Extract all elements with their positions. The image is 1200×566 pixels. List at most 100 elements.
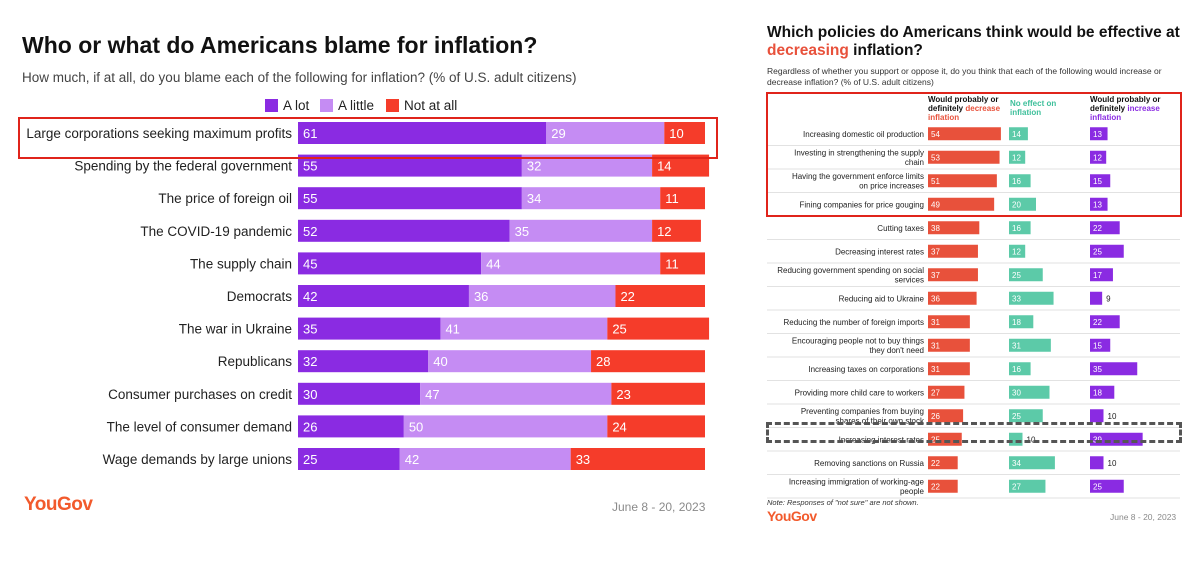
bar-value-label: 31 bbox=[1012, 341, 1021, 350]
bar-increase bbox=[1090, 315, 1120, 329]
bar-segment-a-little bbox=[399, 448, 571, 470]
bar-increase bbox=[1090, 268, 1113, 282]
col-head-line: inflation bbox=[928, 113, 960, 122]
bar-no-effect bbox=[1009, 385, 1050, 399]
bar-value-label: 33 bbox=[576, 452, 590, 467]
bar-increase bbox=[1090, 409, 1104, 423]
bar-value-label: 35 bbox=[1093, 365, 1102, 374]
legend-label: A lot bbox=[283, 98, 310, 113]
legend-swatch bbox=[265, 99, 278, 112]
bar-value-label: 55 bbox=[303, 191, 317, 206]
right-chart-title: Which policies do Americans think would … bbox=[767, 24, 1187, 60]
bar-value-label: 25 bbox=[303, 452, 317, 467]
bar-segment-not-at-all bbox=[611, 382, 705, 405]
category-label: The price of foreign oil bbox=[158, 191, 292, 206]
bar-value-label: 9 bbox=[1106, 294, 1111, 303]
bar-value-label: 35 bbox=[303, 322, 317, 337]
bar-no-effect bbox=[1009, 338, 1051, 352]
bar-value-label: 11 bbox=[665, 191, 679, 206]
bar-segment-a-lot bbox=[298, 448, 400, 470]
bar-value-label: 42 bbox=[303, 289, 317, 304]
policy-label: Preventing companies from buying bbox=[801, 407, 924, 416]
bar-decrease bbox=[928, 479, 958, 493]
bar-segment-a-lot bbox=[298, 252, 482, 275]
bar-value-label: 32 bbox=[527, 159, 541, 174]
bar-value-label: 30 bbox=[303, 387, 317, 402]
bar-decrease bbox=[928, 456, 958, 470]
bar-value-label: 11 bbox=[665, 256, 679, 271]
bar-value-label: 27 bbox=[1012, 482, 1021, 491]
bar-value-label: 31 bbox=[931, 318, 940, 327]
bar-segment-a-lot bbox=[298, 219, 510, 242]
bar-segment-a-lot bbox=[298, 154, 522, 177]
bar-increase bbox=[1090, 479, 1124, 493]
bar-increase bbox=[1090, 244, 1124, 258]
bar-value-label: 47 bbox=[425, 387, 439, 402]
bar-value-label: 22 bbox=[931, 459, 940, 468]
bar-segment-not-at-all bbox=[607, 317, 710, 340]
legend-label: A little bbox=[338, 98, 375, 113]
bar-decrease bbox=[928, 385, 965, 399]
bar-segment-a-little bbox=[546, 122, 665, 144]
policy-label: Reducing aid to Ukraine bbox=[839, 294, 925, 303]
highlight-box-red bbox=[766, 92, 1182, 217]
bar-segment-not-at-all bbox=[660, 252, 705, 275]
highlight-box-red bbox=[18, 117, 718, 159]
bar-value-label: 22 bbox=[931, 482, 940, 491]
bar-value-label: 45 bbox=[303, 256, 317, 271]
bar-segment-a-lot bbox=[298, 317, 441, 340]
bar-segment-a-little bbox=[420, 382, 612, 405]
category-label: The war in Ukraine bbox=[179, 322, 292, 337]
bar-value-label: 37 bbox=[931, 247, 940, 256]
bar-value-label: 33 bbox=[1012, 294, 1021, 303]
bar-decrease bbox=[928, 221, 980, 235]
bar-decrease bbox=[928, 244, 978, 258]
bar-segment-not-at-all bbox=[660, 187, 705, 210]
bar-value-label: 52 bbox=[303, 224, 317, 239]
right-date: June 8 - 20, 2023 bbox=[1110, 512, 1177, 522]
left-chart-title: Who or what do Americans blame for infla… bbox=[22, 32, 538, 58]
category-label: Consumer purchases on credit bbox=[108, 387, 292, 402]
bar-value-label: 28 bbox=[596, 354, 610, 369]
category-label: Republicans bbox=[218, 354, 293, 369]
bar-increase bbox=[1090, 456, 1104, 470]
bar-value-label: 14 bbox=[657, 159, 671, 174]
legend-item-a-lot: A lot bbox=[265, 98, 309, 113]
col-head-line: inflation bbox=[1010, 108, 1042, 117]
category-label: Wage demands by large unions bbox=[103, 452, 293, 467]
bar-value-label: 36 bbox=[931, 294, 940, 303]
bar-value-label: 18 bbox=[1093, 388, 1102, 397]
bar-decrease bbox=[928, 268, 978, 282]
bar-no-effect bbox=[1009, 268, 1043, 282]
bar-value-label: 23 bbox=[616, 387, 630, 402]
bar-segment-a-little bbox=[521, 187, 661, 210]
bar-value-label: 12 bbox=[1012, 247, 1021, 256]
bar-value-label: 17 bbox=[1093, 271, 1102, 280]
bar-value-label: 10 bbox=[1108, 412, 1117, 421]
category-label: The supply chain bbox=[190, 256, 292, 271]
bar-segment-a-lot bbox=[298, 415, 404, 438]
bar-segment-a-lot bbox=[298, 350, 429, 373]
policy-label: Increasing immigration of working-age bbox=[789, 478, 925, 487]
bar-value-label: 55 bbox=[303, 159, 317, 174]
bar-increase bbox=[1090, 291, 1103, 305]
legend-swatch bbox=[320, 99, 333, 112]
left-stacked-bar-chart: Large corporations seeking maximum profi… bbox=[26, 122, 710, 470]
bar-value-label: 40 bbox=[433, 354, 447, 369]
policy-label: Providing more child care to workers bbox=[795, 388, 924, 397]
category-label: Spending by the federal government bbox=[74, 159, 292, 174]
bar-value-label: 36 bbox=[474, 289, 488, 304]
bar-segment-not-at-all bbox=[664, 122, 705, 144]
bar-no-effect bbox=[1009, 456, 1055, 470]
right-title-accent: decreasing bbox=[767, 42, 849, 59]
bar-value-label: 27 bbox=[931, 388, 940, 397]
category-label: Large corporations seeking maximum profi… bbox=[26, 126, 292, 141]
bar-segment-not-at-all bbox=[570, 448, 705, 470]
legend-item-not-at-all: Not at all bbox=[386, 98, 457, 113]
legend-item-a-little: A little bbox=[320, 98, 374, 113]
bar-value-label: 16 bbox=[1012, 365, 1021, 374]
bar-value-label: 26 bbox=[303, 419, 317, 434]
bar-value-label: 25 bbox=[1012, 412, 1021, 421]
policy-label: services bbox=[895, 276, 924, 285]
bar-segment-not-at-all bbox=[615, 285, 705, 307]
